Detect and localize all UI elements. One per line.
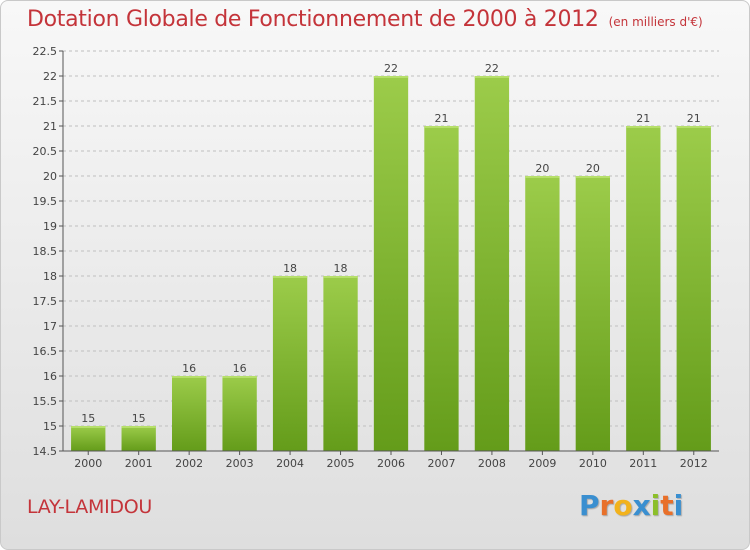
bar-value-label: 15 [81, 412, 95, 425]
bar-highlight [626, 126, 661, 128]
bar-highlight [424, 126, 459, 128]
bar-2011 [626, 126, 661, 451]
proxiti-logo: Proxiti [579, 489, 683, 522]
bar-2004 [272, 276, 308, 451]
bar-2006 [373, 76, 409, 451]
title-unit: (en milliers d'€) [608, 15, 703, 29]
y-tick-label: 16 [43, 370, 57, 383]
bar-highlight [71, 426, 106, 428]
bar-value-label: 21 [434, 112, 448, 125]
logo-letter: i [650, 489, 661, 522]
bar-highlight [676, 126, 711, 128]
bar-value-label: 16 [182, 362, 196, 375]
x-tick-label: 2007 [427, 457, 455, 470]
x-tick-label: 2001 [125, 457, 153, 470]
bar-highlight [222, 376, 257, 378]
bar-highlight [575, 176, 611, 178]
x-tick-label: 2011 [629, 457, 657, 470]
y-tick-label: 18.5 [33, 245, 58, 258]
y-tick-label: 21.5 [33, 95, 58, 108]
x-tick-label: 2008 [478, 457, 506, 470]
logo-letter: P [579, 489, 600, 522]
logo-letter: x [632, 489, 651, 522]
bar-2000 [71, 426, 106, 451]
bar-highlight [121, 426, 156, 428]
y-tick-label: 21 [43, 120, 57, 133]
logo-letter: o [613, 489, 633, 522]
y-tick-label: 15.5 [33, 395, 58, 408]
bar-highlight [525, 176, 560, 178]
y-tick-label: 22 [43, 70, 57, 83]
x-tick-label: 2009 [528, 457, 556, 470]
y-tick-label: 19.5 [33, 195, 58, 208]
y-tick-label: 17.5 [33, 295, 58, 308]
y-tick-label: 15 [43, 420, 57, 433]
bar-value-label: 18 [334, 262, 348, 275]
bar-highlight [323, 276, 358, 278]
bar-2009 [525, 176, 560, 451]
bar-highlight [272, 276, 308, 278]
x-tick-label: 2003 [226, 457, 254, 470]
bar-value-label: 22 [384, 62, 398, 75]
commune-name: LAY-LAMIDOU [27, 496, 152, 518]
bar-value-label: 20 [586, 162, 600, 175]
x-tick-label: 2010 [579, 457, 607, 470]
bar-value-label: 16 [233, 362, 247, 375]
y-tick-label: 20 [43, 170, 57, 183]
x-tick-label: 2004 [276, 457, 304, 470]
title-text: Dotation Globale de Fonctionnement de 20… [27, 7, 599, 32]
chart-title: Dotation Globale de Fonctionnement de 20… [27, 7, 703, 32]
bar-highlight [474, 76, 510, 78]
bar-highlight [171, 376, 207, 378]
bar-2005 [323, 276, 358, 451]
bar-value-label: 22 [485, 62, 499, 75]
bar-2008 [474, 76, 510, 451]
bar-2002 [171, 376, 207, 451]
bar-value-label: 15 [132, 412, 146, 425]
y-tick-label: 19 [43, 220, 57, 233]
x-tick-label: 2000 [74, 457, 102, 470]
logo-letter: r [599, 489, 614, 522]
bar-2007 [424, 126, 459, 451]
x-tick-label: 2002 [175, 457, 203, 470]
bar-2001 [121, 426, 156, 451]
y-tick-label: 22.5 [33, 45, 58, 58]
y-tick-label: 17 [43, 320, 57, 333]
logo-letter: i [673, 489, 684, 522]
x-tick-label: 2006 [377, 457, 405, 470]
y-tick-label: 16.5 [33, 345, 58, 358]
bar-value-label: 20 [535, 162, 549, 175]
bar-2003 [222, 376, 257, 451]
y-tick-label: 18 [43, 270, 57, 283]
bar-2010 [575, 176, 611, 451]
bar-value-label: 18 [283, 262, 297, 275]
bar-highlight [373, 76, 409, 78]
bar-value-label: 21 [687, 112, 701, 125]
x-tick-label: 2005 [327, 457, 355, 470]
bar-2012 [676, 126, 711, 451]
x-tick-label: 2012 [680, 457, 708, 470]
bar-value-label: 21 [636, 112, 650, 125]
y-tick-label: 14.5 [33, 445, 58, 458]
logo-letter: t [660, 489, 674, 522]
y-tick-label: 20.5 [33, 145, 58, 158]
